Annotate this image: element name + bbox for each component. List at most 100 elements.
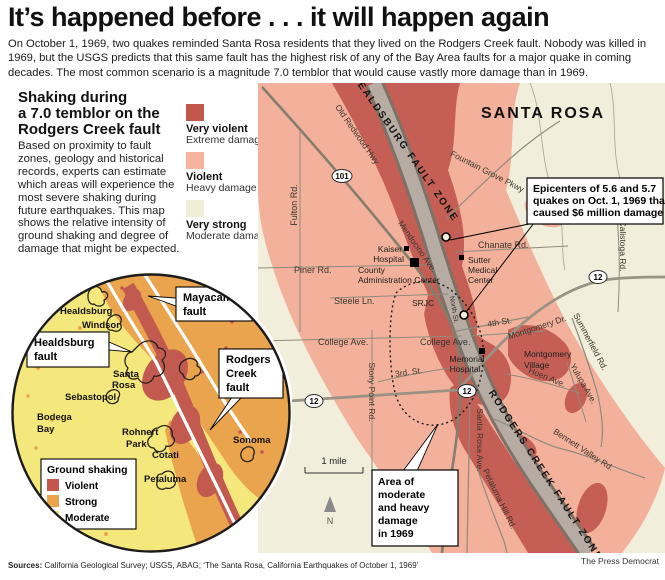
shield-12-east: 12: [588, 270, 608, 284]
inset-label-windsor: Windsor: [82, 320, 120, 331]
scale-label: 1 mile: [321, 456, 346, 467]
inset-label-rohnert-park: Rohnert: [122, 427, 159, 438]
main-shaking-map: HEALDSBURG FAULT ZONE RODGERS CREEK FAUL…: [258, 83, 665, 553]
memorial-label: Memorial: [450, 354, 485, 364]
healdsburg-fault-label: Healdsburg: [34, 337, 95, 349]
inset-violent-swatch: [47, 479, 59, 491]
svg-text:moderate: moderate: [378, 489, 425, 501]
legend-sublabel: Extreme damage: [186, 134, 266, 146]
road-label-college-w: College Ave.: [318, 337, 368, 347]
sutter-label: Medical: [468, 265, 497, 275]
legend-item-very-violent: Very violent Extreme damage: [186, 104, 266, 146]
shaking-legend: Very violent Extreme damage Violent Heav…: [186, 104, 271, 248]
sidebar-heading-line: a 7.0 temblor on the: [18, 105, 160, 122]
intro-paragraph: On October 1, 1969, two quakes reminded …: [8, 38, 647, 79]
inset-label-bodega-bay: Bodega: [37, 412, 73, 423]
memorial-marker: [479, 348, 485, 354]
srjc-label: SRJC: [412, 298, 434, 308]
legend-label: Very strong: [186, 219, 247, 231]
montgomery-village-label: Village: [524, 360, 550, 370]
inset-city-labels: Healdsburg Windsor Santa Rosa Sebastopol…: [37, 306, 271, 485]
shield-101-north: 101: [331, 169, 353, 183]
road-label-santa-rosa-ave: Santa Rosa Ave.: [475, 408, 485, 471]
sources-text: California Geological Survey; USGS, ABAG…: [42, 561, 419, 570]
regional-inset-map: Healdsburg Windsor Santa Rosa Sebastopol…: [10, 272, 292, 554]
sidebar-heading-line: Shaking during: [18, 89, 128, 106]
road-label-third: 3rd. St.: [394, 365, 423, 379]
inset-strong-swatch: [47, 495, 59, 507]
shield-12-mid: 12: [457, 384, 477, 398]
inset-border: [11, 273, 291, 553]
santa-rosa-label: SANTA ROSA: [481, 105, 605, 122]
svg-text:damage: damage: [378, 515, 418, 527]
sutter-label: Center: [468, 275, 494, 285]
roads: [258, 83, 646, 553]
county-admin-label: County: [358, 265, 386, 275]
svg-text:12: 12: [463, 387, 472, 396]
place-markers: Kaiser Hospital County Administration Ce…: [358, 244, 572, 374]
legend-label: Very violent: [186, 123, 248, 135]
svg-text:12: 12: [310, 397, 319, 406]
road-label-piner: Piner Rd.: [294, 265, 332, 275]
county-admin-label: Administration Center: [358, 275, 440, 285]
inset-label-rohnert-park: Park: [126, 439, 147, 450]
rodgers-creek-fault-label: Rodgers: [226, 354, 271, 366]
kaiser-label: Kaiser: [378, 244, 402, 254]
inset-strong-area: [96, 275, 289, 520]
svg-text:and heavy: and heavy: [378, 502, 430, 514]
sidebar-heading-line: Rodgers Creek fault: [18, 121, 161, 138]
inset-urban-outlines: [87, 285, 255, 490]
sources-line: Sources: California Geological Survey; U…: [8, 561, 418, 570]
epicenter-callout: Epicenters of 5.6 and 5.7 quakes on Oct.…: [449, 177, 665, 313]
kaiser-hospital-marker: [404, 246, 409, 251]
road-label-fourth: 4th St.: [487, 315, 513, 329]
road-label-north: North St.: [448, 296, 460, 324]
svg-text:caused $6 million damage: caused $6 million damage: [533, 207, 663, 219]
damage-area-callout: Area of moderate and heavy damage in 196…: [371, 423, 459, 547]
page-title: It’s happened before . . . it will happe…: [8, 2, 550, 32]
inset-white-rim: [10, 272, 292, 554]
inset-label-bodega-bay: Bay: [37, 424, 55, 435]
inset-label-sonoma: Sonoma: [233, 435, 271, 446]
road-label-steele: Steele Ln.: [334, 296, 375, 306]
county-admin-marker: [410, 258, 419, 267]
inset-label-sebastopol: Sebastopol: [65, 392, 116, 403]
road-label-chanate: Chanate Rd.: [478, 240, 529, 250]
legend-sublabel: Heavy damage: [186, 182, 257, 194]
svg-text:Area of: Area of: [378, 476, 415, 488]
publisher-credit: The Press Democrat: [581, 556, 659, 566]
svg-text:in 1969: in 1969: [378, 528, 414, 540]
inset-legend-label: Moderate: [65, 513, 110, 524]
sutter-marker: [459, 255, 464, 260]
inset-label-petaluma: Petaluma: [144, 474, 187, 485]
inset-label-santa-rosa: Santa: [113, 369, 140, 380]
inset-legend: Ground shaking Violent Strong Moderate: [40, 458, 137, 530]
sidebar-body-text: Based on proximity to fault zones, geolo…: [18, 140, 180, 256]
scale-bar: [304, 467, 364, 474]
sidebar-heading: Shaking during a 7.0 temblor on the Rodg…: [18, 90, 161, 138]
svg-text:Epicenters of 5.6 and 5.7: Epicenters of 5.6 and 5.7: [533, 183, 656, 195]
svg-text:101: 101: [335, 172, 349, 181]
sources-label: Sources:: [8, 561, 43, 570]
fault-zone-band: [365, 83, 596, 553]
inset-legend-label: Violent: [65, 481, 99, 492]
north-arrow-icon: [324, 496, 336, 512]
inset-legend-title: Ground shaking: [47, 464, 128, 476]
rodgers-creek-fault-label: Creek: [226, 368, 257, 380]
inset-label-santa-rosa: Rosa: [112, 380, 136, 391]
inset-terrain: Healdsburg Windsor Santa Rosa Sebastopol…: [13, 275, 289, 551]
rodgers-creek-fault-label: fault: [226, 382, 250, 394]
legend-item-violent: Violent Heavy damage: [186, 152, 257, 194]
healdsburg-fault-label: fault: [34, 351, 58, 363]
montgomery-village-label: Montgomery: [524, 349, 572, 359]
road-label-fulton: Fulton Rd.: [289, 184, 299, 226]
road-label-stony-point: Stony Point Rd.: [367, 362, 377, 421]
epicenter-marker-2: [459, 310, 469, 320]
inset-label-healdsburg: Healdsburg: [60, 306, 112, 317]
legend-item-very-strong: Very strong Moderate damage: [186, 200, 271, 242]
very-strong-swatch: [186, 200, 204, 217]
violent-swatch: [186, 152, 204, 169]
highway-12-east-road: [456, 275, 665, 391]
road-label-calistoga: Calistoga Rd.: [618, 220, 628, 271]
